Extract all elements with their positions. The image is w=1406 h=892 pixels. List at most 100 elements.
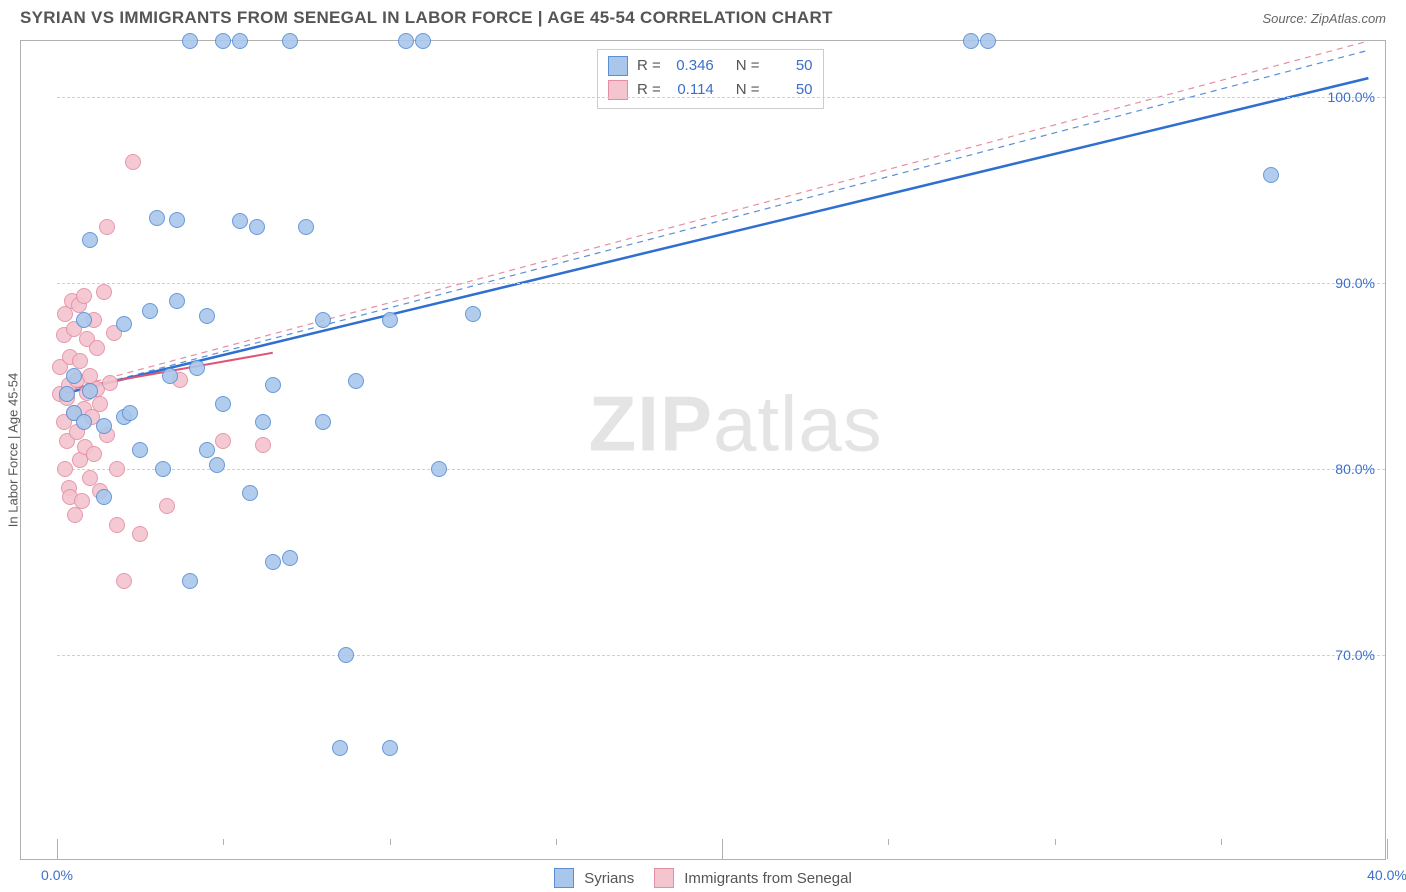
data-point-senegal	[215, 433, 231, 449]
y-tick-label: 100.0%	[1328, 89, 1375, 105]
series-legend: Syrians Immigrants from Senegal	[0, 868, 1406, 888]
data-point-senegal	[72, 353, 88, 369]
legend-r-value: 0.346	[666, 54, 714, 78]
chart-title: SYRIAN VS IMMIGRANTS FROM SENEGAL IN LAB…	[20, 8, 833, 28]
data-point-syrians	[431, 461, 447, 477]
x-tick	[1221, 839, 1222, 845]
data-point-syrians	[82, 383, 98, 399]
data-point-syrians	[169, 212, 185, 228]
data-point-senegal	[76, 288, 92, 304]
data-point-syrians	[215, 396, 231, 412]
data-point-syrians	[199, 442, 215, 458]
data-point-syrians	[155, 461, 171, 477]
gridline	[57, 97, 1385, 98]
data-point-syrians	[315, 312, 331, 328]
data-point-syrians	[59, 386, 75, 402]
data-point-senegal	[57, 461, 73, 477]
data-point-syrians	[232, 213, 248, 229]
chart-source: Source: ZipAtlas.com	[1262, 11, 1386, 26]
data-point-syrians	[132, 442, 148, 458]
data-point-syrians	[465, 306, 481, 322]
gridline	[57, 469, 1385, 470]
data-point-syrians	[963, 33, 979, 49]
data-point-syrians	[382, 740, 398, 756]
data-point-syrians	[338, 647, 354, 663]
gridline	[57, 655, 1385, 656]
chart-container: In Labor Force | Age 45-54 ZIPatlas R = …	[20, 40, 1386, 860]
legend-n-value: 50	[765, 78, 813, 102]
watermark: ZIPatlas	[589, 379, 883, 470]
data-point-syrians	[980, 33, 996, 49]
data-point-syrians	[209, 457, 225, 473]
data-point-syrians	[169, 293, 185, 309]
data-point-syrians	[298, 219, 314, 235]
data-point-senegal	[116, 573, 132, 589]
data-point-senegal	[92, 396, 108, 412]
data-point-syrians	[282, 33, 298, 49]
data-point-senegal	[96, 284, 112, 300]
swatch-icon	[608, 56, 628, 76]
data-point-syrians	[282, 550, 298, 566]
x-tick	[1055, 839, 1056, 845]
data-point-syrians	[96, 489, 112, 505]
data-point-syrians	[199, 308, 215, 324]
data-point-senegal	[74, 493, 90, 509]
y-axis-label: In Labor Force | Age 45-54	[6, 373, 21, 527]
data-point-senegal	[86, 446, 102, 462]
plot-area: ZIPatlas R = 0.346N = 50R = 0.114N = 50 …	[57, 41, 1385, 839]
data-point-syrians	[398, 33, 414, 49]
data-point-senegal	[89, 340, 105, 356]
legend-r-label: R =	[637, 54, 661, 78]
data-point-syrians	[255, 414, 271, 430]
data-point-syrians	[76, 312, 92, 328]
x-tick	[556, 839, 557, 845]
data-point-syrians	[162, 368, 178, 384]
legend-r-label: R =	[637, 78, 661, 102]
y-tick-label: 80.0%	[1335, 461, 1375, 477]
data-point-syrians	[182, 33, 198, 49]
legend-n-value: 50	[765, 54, 813, 78]
legend-item-senegal: Immigrants from Senegal	[654, 868, 852, 888]
legend-label: Syrians	[584, 870, 634, 887]
data-point-senegal	[109, 461, 125, 477]
data-point-senegal	[109, 517, 125, 533]
data-point-syrians	[215, 33, 231, 49]
x-tick	[888, 839, 889, 845]
legend-row-syrians: R = 0.346 N = 50	[608, 54, 813, 78]
data-point-syrians	[315, 414, 331, 430]
data-point-syrians	[348, 373, 364, 389]
legend-r-value: 0.114	[666, 78, 714, 102]
data-point-syrians	[232, 33, 248, 49]
data-point-senegal	[102, 375, 118, 391]
data-point-syrians	[242, 485, 258, 501]
gridline	[57, 283, 1385, 284]
data-point-syrians	[116, 316, 132, 332]
swatch-icon	[654, 868, 674, 888]
data-point-senegal	[125, 154, 141, 170]
data-point-syrians	[96, 418, 112, 434]
data-point-syrians	[265, 554, 281, 570]
x-tick	[223, 839, 224, 845]
y-tick-label: 90.0%	[1335, 275, 1375, 291]
x-tick	[57, 839, 58, 859]
x-tick	[1387, 839, 1388, 859]
data-point-syrians	[249, 219, 265, 235]
data-point-syrians	[189, 360, 205, 376]
legend-label: Immigrants from Senegal	[684, 870, 852, 887]
data-point-syrians	[82, 232, 98, 248]
data-point-syrians	[332, 740, 348, 756]
data-point-syrians	[265, 377, 281, 393]
data-point-senegal	[159, 498, 175, 514]
data-point-syrians	[122, 405, 138, 421]
data-point-senegal	[67, 507, 83, 523]
correlation-legend: R = 0.346 N = 50R = 0.114 N = 50	[597, 49, 824, 109]
swatch-icon	[554, 868, 574, 888]
legend-n-label: N =	[736, 54, 760, 78]
y-tick-label: 70.0%	[1335, 647, 1375, 663]
data-point-syrians	[415, 33, 431, 49]
data-point-senegal	[99, 219, 115, 235]
legend-item-syrians: Syrians	[554, 868, 634, 888]
data-point-senegal	[255, 437, 271, 453]
data-point-senegal	[132, 526, 148, 542]
data-point-syrians	[142, 303, 158, 319]
